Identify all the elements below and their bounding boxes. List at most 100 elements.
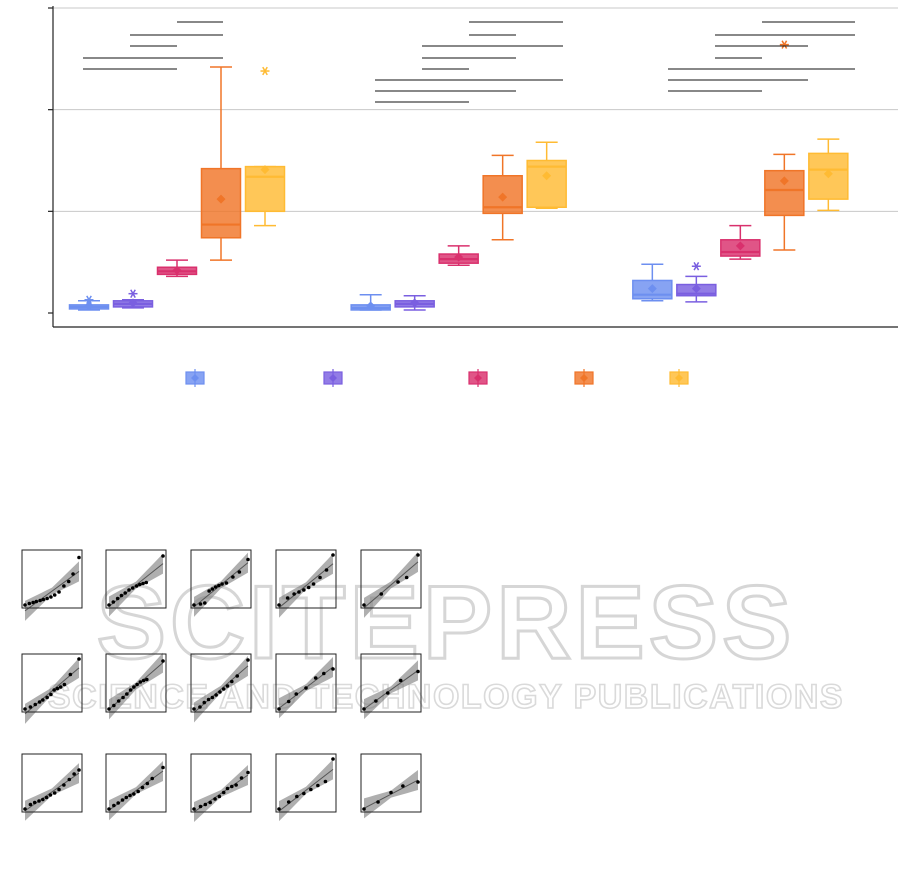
data-point — [198, 804, 203, 809]
data-point — [44, 795, 49, 800]
data-point — [58, 685, 63, 689]
data-point — [362, 603, 366, 607]
data-point — [210, 587, 215, 591]
scatter-panel — [275, 549, 337, 618]
data-point — [52, 593, 57, 597]
data-point — [217, 583, 221, 588]
data-point — [137, 582, 142, 587]
box — [156, 259, 198, 278]
data-point — [331, 757, 335, 761]
box — [244, 66, 286, 227]
data-point — [286, 800, 291, 804]
data-point — [230, 784, 234, 789]
data-point — [41, 597, 46, 602]
data-point — [206, 697, 211, 702]
data-point — [55, 686, 60, 691]
fit-line — [363, 670, 419, 710]
data-point — [49, 595, 53, 599]
box — [526, 141, 567, 210]
data-point — [203, 601, 207, 605]
data-point — [23, 603, 27, 607]
data-point — [130, 586, 135, 590]
data-point — [125, 692, 129, 696]
scatter-panel — [21, 753, 83, 821]
panel-frame — [21, 549, 83, 609]
scatter-panel — [21, 653, 83, 724]
scatter-panel — [105, 652, 167, 720]
data-point — [107, 707, 111, 711]
panel-frame — [360, 653, 422, 713]
data-point — [161, 554, 165, 558]
legend-item — [468, 369, 488, 387]
mean-marker — [823, 169, 833, 179]
box — [350, 293, 391, 311]
data-point — [120, 798, 125, 802]
data-point — [33, 702, 38, 707]
data-point — [57, 590, 61, 594]
box — [720, 224, 761, 260]
data-point — [198, 602, 203, 606]
data-point — [192, 707, 196, 711]
data-point — [302, 588, 306, 592]
data-point — [150, 776, 154, 781]
data-point — [132, 685, 136, 689]
data-point — [45, 695, 49, 700]
data-point — [115, 596, 120, 601]
data-point — [145, 677, 149, 682]
data-point — [41, 797, 45, 802]
data-point — [304, 686, 308, 690]
data-point — [116, 801, 120, 805]
panel-frame — [21, 653, 83, 713]
panel-frame — [190, 753, 252, 813]
data-point — [202, 700, 207, 705]
data-point — [127, 588, 131, 592]
data-point — [297, 590, 301, 594]
data-point — [385, 691, 390, 695]
legend-item — [669, 369, 689, 387]
data-point — [41, 698, 45, 702]
box-iqr — [526, 159, 567, 209]
data-point — [140, 785, 145, 790]
panel-frame — [275, 753, 337, 813]
data-point — [28, 802, 33, 807]
data-point — [192, 603, 196, 607]
panel-frame — [360, 549, 422, 609]
mean-marker — [172, 265, 182, 275]
data-point — [246, 770, 250, 775]
data-point — [224, 581, 229, 585]
data-point — [207, 589, 211, 593]
data-point — [23, 707, 27, 711]
data-point — [234, 783, 238, 787]
box — [68, 295, 110, 311]
data-point — [416, 780, 420, 784]
scatter-panel — [360, 653, 422, 720]
data-point — [62, 584, 66, 588]
data-point — [316, 783, 320, 788]
mean-marker — [779, 176, 789, 186]
box — [764, 40, 805, 251]
data-point — [295, 794, 299, 799]
data-point — [62, 682, 67, 687]
legend-item — [185, 369, 205, 387]
outlier-stroke — [693, 261, 700, 271]
legend-mean-marker — [329, 374, 337, 382]
data-point — [203, 802, 208, 807]
mean-marker — [216, 194, 226, 204]
data-point — [77, 768, 81, 772]
panel-frame — [275, 653, 337, 713]
outlier-marker — [260, 66, 270, 76]
data-point — [309, 787, 313, 792]
fit-line — [278, 563, 334, 609]
data-point — [71, 572, 75, 576]
data-point — [379, 592, 384, 596]
data-point — [49, 692, 53, 697]
data-point — [107, 807, 111, 811]
data-point — [416, 669, 420, 674]
data-point — [294, 692, 299, 696]
panel-frame — [275, 549, 337, 609]
box — [632, 263, 673, 302]
legend-mean-marker — [580, 374, 588, 382]
panel-frame — [190, 653, 252, 713]
data-point — [285, 596, 290, 600]
